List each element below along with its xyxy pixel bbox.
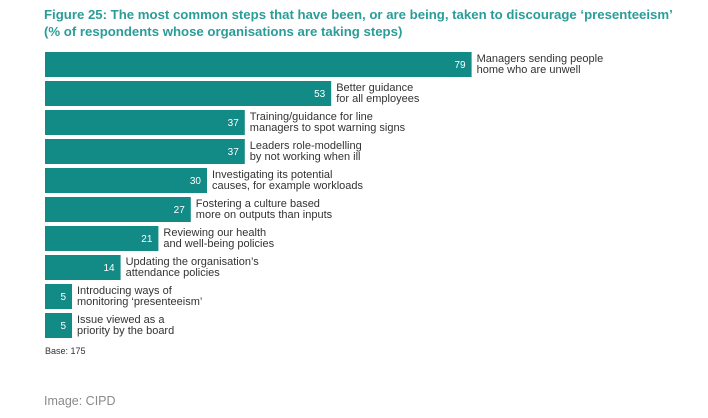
value-label-8: 14 bbox=[103, 263, 115, 274]
bar-2 bbox=[45, 81, 332, 106]
value-label-4: 37 bbox=[228, 147, 240, 158]
category-label-line: and well-being policies bbox=[163, 238, 274, 250]
category-label-line: managers to spot warning signs bbox=[250, 122, 406, 134]
value-label-9: 5 bbox=[60, 292, 66, 303]
category-label-line: Reviewing our health bbox=[163, 227, 266, 239]
image-credit: Image: CIPD bbox=[44, 394, 116, 408]
category-label-line: Managers sending people bbox=[477, 53, 604, 65]
bar-10 bbox=[45, 313, 72, 338]
category-label-9: Introducing ways of monitoring ‘presentee… bbox=[77, 285, 202, 308]
category-label-line: for all employees bbox=[336, 93, 420, 105]
category-label-4: Leaders role-modelling by not working whe… bbox=[250, 140, 362, 163]
value-label-10: 5 bbox=[60, 321, 66, 332]
category-label-line: priority by the board bbox=[77, 325, 174, 337]
category-label-7: Reviewing our health and well-being polic… bbox=[163, 227, 274, 250]
category-label-line: Introducing ways of bbox=[77, 285, 173, 297]
category-label-line: Investigating its potential bbox=[212, 169, 332, 181]
value-label-5: 30 bbox=[190, 176, 202, 187]
chart-title: Figure 25: The most common steps that ha… bbox=[44, 6, 694, 40]
value-label-6: 27 bbox=[174, 205, 186, 216]
bar-7 bbox=[45, 226, 159, 251]
category-label-8: Updating the organisation’s attendance po… bbox=[126, 256, 260, 279]
bar-chart: 79 Managers sending people home who are un… bbox=[45, 52, 604, 338]
category-label-line: Training/guidance for line bbox=[250, 111, 373, 123]
category-label-line: Fostering a culture based bbox=[196, 198, 320, 210]
base-note: Base: 175 bbox=[45, 346, 86, 356]
category-label-line: attendance policies bbox=[126, 267, 221, 279]
category-label-line: causes, for example workloads bbox=[212, 180, 364, 192]
category-label-line: more on outputs than inputs bbox=[196, 209, 333, 221]
category-label-line: Better guidance bbox=[336, 82, 413, 94]
category-label-10: Issue viewed as a priority by the board bbox=[77, 314, 174, 337]
category-label-line: monitoring ‘presenteeism’ bbox=[77, 296, 202, 308]
value-label-1: 79 bbox=[454, 60, 466, 71]
bar-4 bbox=[45, 139, 245, 164]
bar-6 bbox=[45, 197, 191, 222]
category-label-line: by not working when ill bbox=[250, 151, 361, 163]
category-label-line: Leaders role-modelling bbox=[250, 140, 362, 152]
category-label-line: Issue viewed as a bbox=[77, 314, 165, 326]
bar-5 bbox=[45, 168, 207, 193]
value-label-7: 21 bbox=[141, 234, 153, 245]
category-label-line: home who are unwell bbox=[477, 64, 581, 76]
chart-title-line1: Figure 25: The most common steps that ha… bbox=[44, 7, 673, 22]
chart-title-line2: (% of respondents whose organisations ar… bbox=[44, 24, 403, 39]
category-label-line: Updating the organisation’s bbox=[126, 256, 260, 268]
category-label-5: Investigating its potential causes, for e… bbox=[212, 169, 364, 192]
category-label-1: Managers sending people home who are unwe… bbox=[477, 53, 604, 76]
bar-1 bbox=[45, 52, 472, 77]
category-label-3: Training/guidance for line managers to sp… bbox=[250, 111, 406, 134]
category-label-2: Better guidance for all employees bbox=[336, 82, 420, 105]
category-label-6: Fostering a culture based more on outputs… bbox=[196, 198, 333, 221]
bar-9 bbox=[45, 284, 72, 309]
value-label-3: 37 bbox=[228, 118, 240, 129]
bar-8 bbox=[45, 255, 121, 280]
bar-3 bbox=[45, 110, 245, 135]
value-label-2: 53 bbox=[314, 89, 326, 100]
